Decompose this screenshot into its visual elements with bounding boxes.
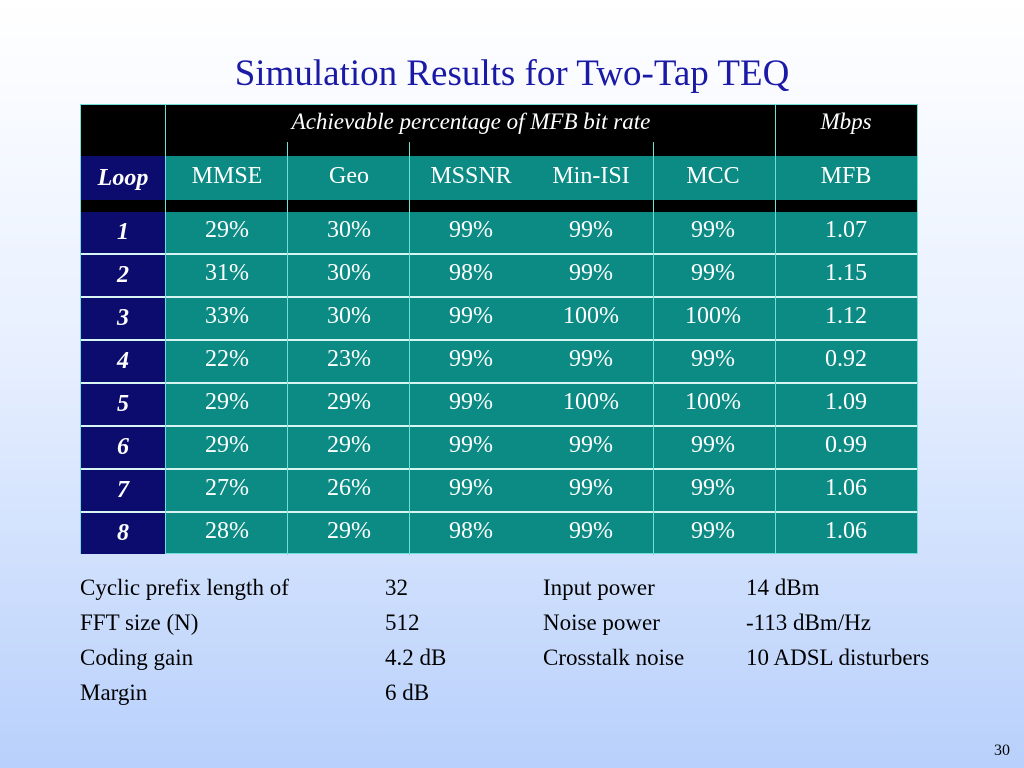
param-value: 14 dBm xyxy=(746,575,820,600)
column-header-mcc: MCC xyxy=(686,163,740,189)
cell-loop: 6 xyxy=(81,427,165,468)
row-divider xyxy=(81,425,917,427)
results-table: Achievable percentage of MFB bit rate Mb… xyxy=(80,104,918,555)
cell-mfb: 1.12 xyxy=(825,303,867,329)
cell-loop: 1 xyxy=(81,212,165,253)
cell-mcc: 99% xyxy=(691,432,735,458)
param-value: 6 dB xyxy=(385,680,430,705)
cell-min-isi: 99% xyxy=(569,346,613,372)
param-label: Margin xyxy=(80,680,148,705)
cell-loop: 7 xyxy=(81,470,165,511)
param-label: Coding gain xyxy=(80,645,194,670)
cell-mfb: 1.06 xyxy=(825,475,867,501)
cell-mssnr: 99% xyxy=(449,432,493,458)
cell-mmse: 29% xyxy=(205,389,249,415)
cell-mcc: 100% xyxy=(685,303,741,329)
cell-mmse: 33% xyxy=(205,303,249,329)
cell-loop: 5 xyxy=(81,384,165,425)
row-divider xyxy=(81,253,917,255)
cell-loop: 8 xyxy=(81,513,165,554)
column-divider xyxy=(165,105,166,553)
cell-mssnr: 98% xyxy=(449,260,493,286)
column-header-geo: Geo xyxy=(329,163,369,189)
cell-mfb: 1.06 xyxy=(825,518,867,544)
cell-mssnr: 99% xyxy=(449,217,493,243)
cell-loop: 4 xyxy=(81,341,165,382)
slide-title: Simulation Results for Two-Tap TEQ xyxy=(234,53,790,94)
cell-mssnr: 99% xyxy=(449,346,493,372)
cell-min-isi: 99% xyxy=(569,432,613,458)
cell-mmse: 29% xyxy=(205,217,249,243)
column-divider xyxy=(653,142,654,555)
cell-mssnr: 99% xyxy=(449,389,493,415)
cell-mssnr: 99% xyxy=(449,475,493,501)
column-header-min-isi: Min-ISI xyxy=(552,163,630,189)
header-gap-band xyxy=(81,142,917,156)
group-header-band xyxy=(81,105,917,142)
param-label: FFT size (N) xyxy=(80,610,199,635)
cell-mfb: 0.92 xyxy=(825,346,867,372)
cell-mfb: 1.07 xyxy=(825,217,867,243)
row-divider xyxy=(81,468,917,470)
param-value: 512 xyxy=(385,610,420,635)
row-divider xyxy=(81,382,917,384)
cell-min-isi: 99% xyxy=(569,217,613,243)
column-header-mmse: MMSE xyxy=(191,163,263,189)
column-divider xyxy=(287,142,288,555)
simulation-parameters: Cyclic prefix length of 32 Input power 14 d… xyxy=(0,570,1024,710)
column-divider xyxy=(409,142,410,555)
param-value: -113 dBm/Hz xyxy=(746,610,871,635)
cell-mmse: 31% xyxy=(205,260,249,286)
cell-mcc: 99% xyxy=(691,475,735,501)
cell-mcc: 99% xyxy=(691,518,735,544)
cell-mmse: 22% xyxy=(205,346,249,372)
cell-geo: 26% xyxy=(327,475,371,501)
cell-geo: 23% xyxy=(327,346,371,372)
row-divider xyxy=(81,339,917,341)
cell-geo: 29% xyxy=(327,518,371,544)
param-label: Crosstalk noise xyxy=(543,645,685,670)
cell-min-isi: 100% xyxy=(563,303,619,329)
column-header-mfb: MFB xyxy=(820,163,872,189)
param-label: Noise power xyxy=(543,610,660,635)
column-header-band xyxy=(81,156,917,200)
cell-mssnr: 98% xyxy=(449,518,493,544)
cell-mcc: 99% xyxy=(691,260,735,286)
cell-geo: 29% xyxy=(327,432,371,458)
cell-min-isi: 99% xyxy=(569,475,613,501)
column-header-mssnr: MSSNR xyxy=(430,163,512,189)
cell-geo: 30% xyxy=(327,260,371,286)
cell-mmse: 27% xyxy=(205,475,249,501)
param-label: Cyclic prefix length of xyxy=(80,575,289,600)
param-value: 4.2 dB xyxy=(385,645,447,670)
column-header-loop: Loop xyxy=(81,156,165,200)
cell-geo: 30% xyxy=(327,303,371,329)
cell-mfb: 0.99 xyxy=(825,432,867,458)
cell-mssnr: 99% xyxy=(449,303,493,329)
param-value: 10 ADSL disturbers xyxy=(746,645,930,670)
group-header: Achievable percentage of MFB bit rate xyxy=(291,109,651,134)
cell-mcc: 99% xyxy=(691,346,735,372)
unit-header: Mbps xyxy=(820,109,872,134)
row-divider xyxy=(81,511,917,513)
cell-mcc: 100% xyxy=(685,389,741,415)
body-gap-band xyxy=(81,200,917,212)
cell-mcc: 99% xyxy=(691,217,735,243)
cell-min-isi: 100% xyxy=(563,389,619,415)
cell-mfb: 1.09 xyxy=(825,389,867,415)
cell-geo: 29% xyxy=(327,389,371,415)
cell-geo: 30% xyxy=(327,217,371,243)
cell-mmse: 29% xyxy=(205,432,249,458)
cell-min-isi: 99% xyxy=(569,518,613,544)
param-label: Input power xyxy=(543,575,655,600)
cell-min-isi: 99% xyxy=(569,260,613,286)
row-divider xyxy=(81,296,917,298)
param-value: 32 xyxy=(385,575,408,600)
cell-loop: 3 xyxy=(81,298,165,339)
cell-mmse: 28% xyxy=(205,518,249,544)
cell-mfb: 1.15 xyxy=(825,260,867,286)
page-number: 30 xyxy=(994,742,1010,759)
column-divider xyxy=(775,105,776,553)
cell-loop: 2 xyxy=(81,255,165,296)
